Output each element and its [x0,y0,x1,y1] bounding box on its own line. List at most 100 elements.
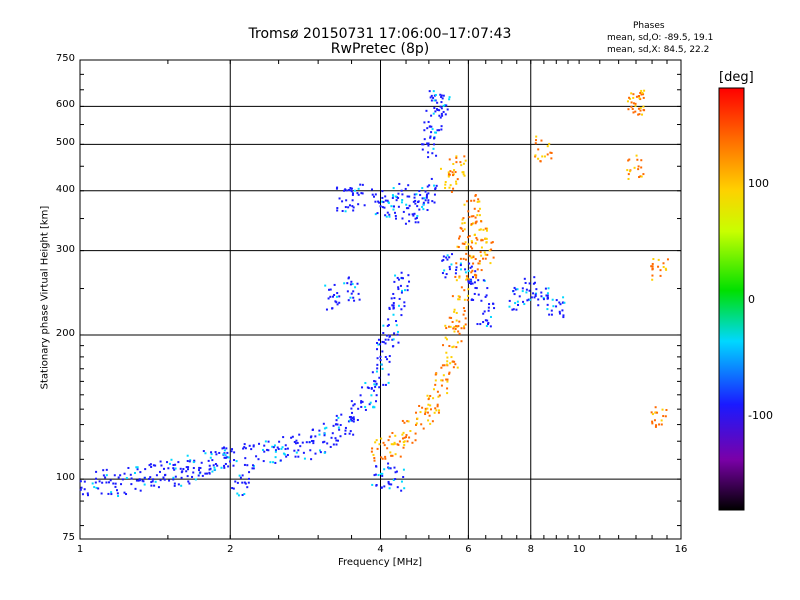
data-point [401,193,404,196]
data-point [630,92,633,95]
data-point [117,476,120,479]
data-point [241,494,244,497]
data-point [374,380,377,383]
data-point [174,463,177,466]
data-point [310,458,313,461]
data-point [542,297,545,300]
data-point [397,341,400,344]
data-point [455,180,458,183]
data-point [274,456,277,459]
data-point [396,276,399,279]
data-point [550,309,553,312]
data-point [136,468,139,471]
data-point [335,187,338,190]
data-point [458,320,461,323]
data-point [445,351,448,354]
data-point [236,492,239,495]
data-point [186,454,189,457]
data-point [408,220,411,223]
data-point [186,475,189,478]
data-point [374,400,377,403]
data-point [390,205,393,208]
data-point [515,308,518,311]
data-point [458,235,461,238]
data-point [439,105,442,108]
data-point [448,371,451,374]
data-point [384,457,387,460]
data-point [555,305,558,308]
data-point [401,217,404,220]
data-point [105,481,108,484]
data-point [243,443,246,446]
data-point [462,257,465,260]
data-point [640,89,643,92]
data-point [243,492,246,495]
data-point [469,266,472,269]
data-point [445,327,448,330]
data-point [657,265,660,268]
data-point [361,192,364,195]
data-point [456,178,459,181]
data-point [274,461,277,464]
data-point [352,404,355,407]
data-point [376,212,379,215]
data-point [433,99,436,102]
data-point [555,299,558,302]
data-point [393,205,396,208]
data-point [344,426,347,429]
data-point [444,183,447,186]
data-point [336,209,339,212]
y-tick-label: 75 [62,532,75,543]
data-point [286,454,289,457]
series-x-points [370,89,669,462]
data-point [318,433,321,436]
data-point [464,323,467,326]
data-point [534,293,537,296]
data-point [446,254,449,257]
data-point [545,294,548,297]
data-point [461,171,464,174]
data-point [474,258,477,261]
data-point [480,246,483,249]
data-point [263,450,266,453]
data-point [651,265,654,268]
data-point [488,249,491,252]
data-point [93,486,96,489]
data-point [274,449,277,452]
data-point [163,478,166,481]
data-point [631,107,634,110]
chart-title: Tromsø 20150731 17:06:00–17:07:43 [248,26,512,42]
data-point [420,423,423,426]
data-point [233,451,236,454]
data-point [444,324,447,327]
data-point [223,446,226,449]
data-point [326,442,329,445]
data-point [116,489,119,492]
data-point [392,208,395,211]
data-point [651,420,654,423]
data-point [295,451,298,454]
data-point [301,441,304,444]
data-point [484,227,487,230]
data-point [653,419,656,422]
data-point [465,278,468,281]
data-point [324,284,327,287]
data-point [428,414,431,417]
data-point [384,342,387,345]
data-point [656,411,659,414]
data-point [455,268,458,271]
data-point [223,466,226,469]
data-point [427,144,430,147]
data-point [335,443,338,446]
data-point [641,113,644,116]
data-point [346,290,349,293]
data-point [489,325,492,328]
data-point [296,441,299,444]
data-point [453,360,456,363]
data-point [446,387,449,390]
data-point [232,487,235,490]
colorbar-tick: 100 [748,177,769,190]
data-point [463,228,466,231]
data-point [512,308,515,311]
data-point [474,270,477,273]
